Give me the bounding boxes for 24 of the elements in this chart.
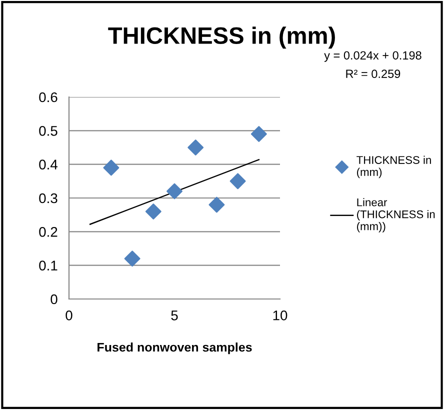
x-tick-label: 5 [171,310,178,320]
point [103,160,120,176]
y-tick-label: 0.6 [39,92,58,102]
chart-title: THICKNESS in (mm) [108,26,335,49]
point [250,126,267,142]
point [230,173,246,190]
y-tick-label: 0.1 [39,260,58,271]
x-tick-label: 10 [273,310,288,320]
point [145,203,162,220]
x-tick-label: 0 [66,310,72,320]
legend-label: Linear (THICKNESS in (mm)) [357,198,435,232]
y-tick-label: 0.2 [39,227,58,237]
y-tick-label: 0.3 [39,193,58,204]
y-tick-label: 0.5 [39,126,58,136]
point [208,196,225,213]
point [166,183,182,200]
y-tick-label: 0.4 [39,160,58,170]
text: R² = 0.259 [346,70,400,78]
legend-label: THICKNESS in (mm) [356,156,431,178]
y-tick-label: 0 [50,294,58,304]
point [188,140,204,156]
text: y = 0.024x + 0.198 [324,51,422,62]
x-axis-title: Fused nonwoven samples [98,342,252,354]
point [124,250,140,267]
